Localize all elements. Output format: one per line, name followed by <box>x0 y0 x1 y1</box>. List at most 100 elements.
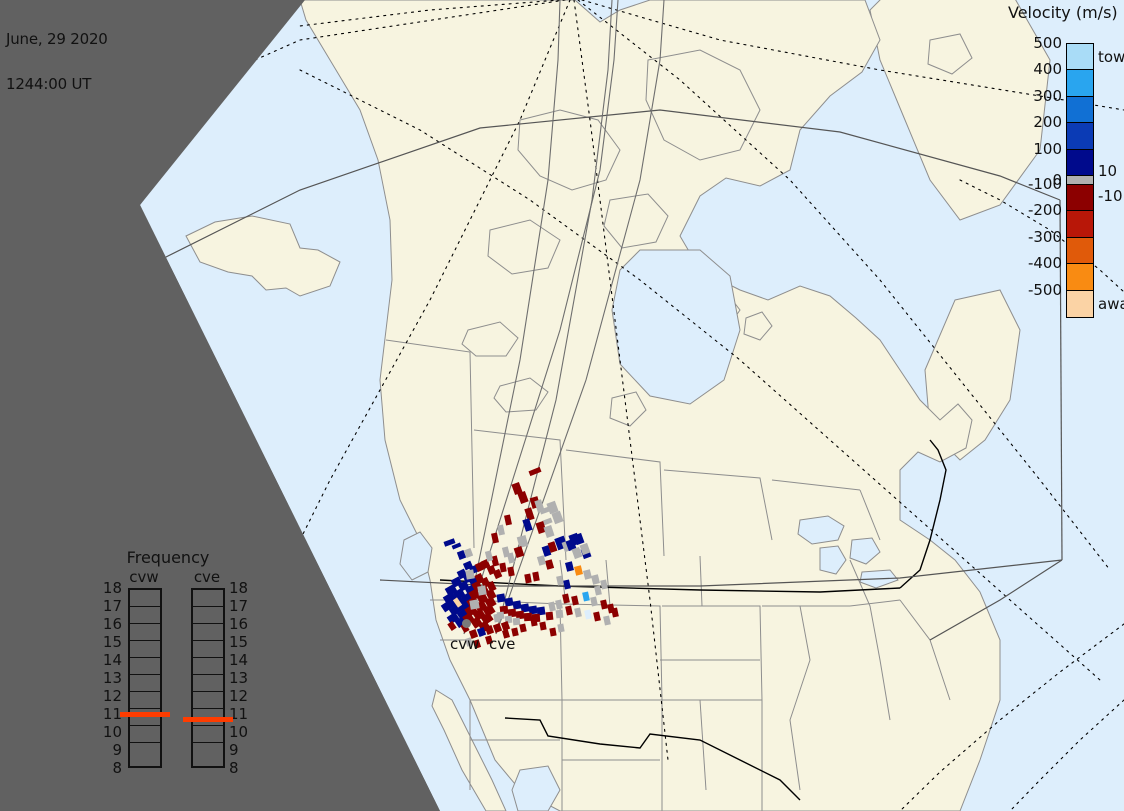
velocity-cell <box>584 609 592 620</box>
velocity-tick-neg500: -500 <box>1027 280 1062 299</box>
state-province-borders <box>385 339 951 811</box>
velocity-cell <box>539 506 551 515</box>
velocity-cell <box>511 627 519 637</box>
frequency-column-label-cvw: cvw <box>129 568 159 586</box>
frequency-tick-left-11: 11 <box>102 705 122 723</box>
velocity-tick-300: 300 <box>1033 86 1062 105</box>
frequency-tick-left-14: 14 <box>102 651 122 669</box>
frequency-cell <box>193 607 223 624</box>
velocity-cell <box>504 514 512 526</box>
pacific-northwest-inlet <box>399 531 433 581</box>
velocity-color-band-2 <box>1067 96 1093 124</box>
frequency-tick-left-8: 8 <box>112 759 122 777</box>
frequency-cell <box>130 624 160 641</box>
frequency-marker-cvw <box>120 712 170 717</box>
velocity-color-band-3 <box>1067 123 1093 150</box>
velocity-tick-plus10: 10 <box>1098 162 1118 180</box>
velocity-cell <box>528 605 538 615</box>
frequency-cell <box>193 641 223 658</box>
velocity-cell <box>524 507 535 521</box>
velocity-cell <box>542 517 553 526</box>
radar-velocity-cells <box>440 466 619 649</box>
velocity-colorbar-title: Velocity (m/s) <box>1008 3 1118 22</box>
velocity-tick-0: 0 <box>1052 170 1062 189</box>
velocity-cell <box>484 550 494 562</box>
velocity-cell <box>515 610 525 620</box>
baja-peninsula <box>431 689 507 811</box>
alaska <box>185 215 341 297</box>
velocity-cell <box>513 546 525 558</box>
frequency-cell <box>130 692 160 709</box>
velocity-cell <box>502 629 510 639</box>
velocity-colorbar-swatches <box>1066 43 1094 318</box>
lake-superior <box>797 515 845 545</box>
velocity-cell <box>472 639 482 649</box>
velocity-cell <box>519 623 527 633</box>
frequency-tick-left-15: 15 <box>102 633 122 651</box>
velocity-cell <box>500 621 511 631</box>
velocity-cell <box>465 569 475 580</box>
frequency-tick-left-13: 13 <box>102 669 122 687</box>
velocity-color-band-10 <box>1067 290 1093 317</box>
frequency-cell <box>193 692 223 709</box>
velocity-color-band-8 <box>1067 237 1093 265</box>
frequency-cell <box>130 726 160 743</box>
velocity-cell <box>579 542 591 556</box>
frequency-column-cvw <box>128 588 162 768</box>
velocity-cell <box>545 611 554 621</box>
velocity-tick-neg100: -100 <box>1027 175 1062 193</box>
velocity-cell <box>555 599 563 610</box>
velocity-cell <box>484 596 497 609</box>
velocity-color-band-1 <box>1067 70 1093 97</box>
velocity-tick-minus10: -10 <box>1098 187 1123 205</box>
frequency-tick-right-16: 16 <box>229 615 249 633</box>
velocity-tick-neg400: -400 <box>1027 254 1062 273</box>
velocity-cell <box>571 595 579 606</box>
frequency-cell <box>130 709 160 726</box>
velocity-cell <box>523 612 533 622</box>
frequency-tick-right-11: 11 <box>229 705 249 723</box>
velocity-colorbar-panel: Velocity (m/s) 500 400 300 200 100 0 -100 -200 -… <box>1008 0 1124 340</box>
title-time: 1244:00 UT <box>6 75 92 93</box>
velocity-tick-100: 100 <box>1033 139 1062 158</box>
station-marker-dot <box>462 619 471 628</box>
velocity-cell <box>544 559 555 570</box>
velocity-cell <box>442 591 457 605</box>
velocity-cell <box>573 532 585 546</box>
velocity-cell <box>490 555 500 567</box>
gulf-of-california <box>511 765 561 811</box>
velocity-cell <box>603 615 611 626</box>
frequency-cell <box>130 743 160 761</box>
velocity-cell <box>530 617 538 627</box>
frequency-cell <box>130 675 160 692</box>
velocity-cell <box>512 600 522 610</box>
frequency-column-cve <box>191 588 225 768</box>
velocity-cell <box>506 552 516 564</box>
velocity-cell <box>485 635 493 645</box>
velocity-tick-neg200: -200 <box>1027 201 1062 220</box>
velocity-cell <box>499 562 507 573</box>
station-label-cvw: cvw <box>450 635 480 653</box>
velocity-cell <box>547 541 558 553</box>
frequency-marker-cve <box>183 717 233 723</box>
velocity-cell <box>582 591 590 602</box>
velocity-cell <box>591 574 600 585</box>
frequency-cell <box>193 726 223 743</box>
velocity-cell <box>534 499 545 513</box>
velocity-cell <box>452 597 463 608</box>
velocity-cell <box>611 607 619 618</box>
outside-wedge-lower <box>0 205 440 811</box>
velocity-color-band-9 <box>1067 264 1093 291</box>
velocity-cell <box>496 593 506 603</box>
frequency-tick-left-17: 17 <box>102 597 122 615</box>
velocity-cell <box>497 524 505 536</box>
velocity-color-band-7 <box>1067 211 1093 238</box>
velocity-cell <box>517 490 529 505</box>
velocity-cell <box>594 585 602 596</box>
velocity-cell <box>443 538 456 547</box>
velocity-cell <box>477 585 487 596</box>
velocity-cell <box>522 518 533 532</box>
arctic-island-e <box>609 391 647 427</box>
velocity-cell <box>583 569 592 580</box>
